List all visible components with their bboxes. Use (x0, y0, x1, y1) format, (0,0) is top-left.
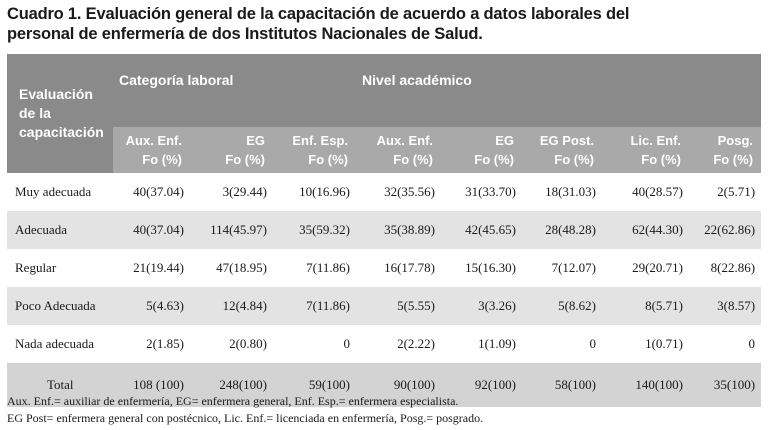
table-caption: Cuadro 1. Evaluación general de la capac… (7, 4, 767, 44)
table-cell: 7(11.86) (273, 249, 357, 287)
table-cell: 18(31.03) (522, 173, 603, 211)
column-header: Enf. Esp. Fo (%) (273, 127, 357, 173)
footnote-line-2: EG Post= enfermera general con postécnic… (7, 411, 484, 425)
table-footnotes: Aux. Enf.= auxiliar de enfermería, EG= e… (7, 393, 767, 427)
table-cell: 28(48.28) (522, 211, 603, 249)
header-group-level: Nivel académico (356, 54, 762, 127)
table-cell: 62(44.30) (602, 211, 690, 249)
table-cell: 2(0.80) (190, 325, 273, 363)
row-label: Muy adecuada (7, 173, 113, 211)
table-cell: 2(5.71) (689, 173, 762, 211)
column-header: EG Fo (%) (190, 127, 273, 173)
table-cell: 0 (689, 325, 762, 363)
caption-line-1: Cuadro 1. Evaluación general de la capac… (7, 5, 630, 23)
row-label: Poco Adecuada (7, 287, 113, 325)
table-cell: 5(4.63) (113, 287, 190, 325)
table-row: Poco Adecuada 5(4.63) 12(4.84) 7(11.86) … (7, 287, 762, 325)
table-cell: 10(16.96) (273, 173, 357, 211)
table-container: Evaluación de la capacitación Categoría … (7, 54, 762, 407)
table-cell: 16(17.78) (356, 249, 442, 287)
evaluation-table: Evaluación de la capacitación Categoría … (7, 54, 762, 407)
caption-line-2: personal de enfermería de dos Institutos… (7, 25, 483, 43)
total-cell: 140(100) (602, 363, 690, 407)
column-header: Posg. Fo (%) (689, 127, 762, 173)
table-cell: 15(16.30) (441, 249, 523, 287)
row-label: Regular (7, 249, 113, 287)
row-label: Nada adecuada (7, 325, 113, 363)
footnote-line-1: Aux. Enf.= auxiliar de enfermería, EG= e… (7, 394, 459, 408)
total-cell: 59(100) (273, 363, 357, 407)
table-cell: 2(2.22) (356, 325, 442, 363)
column-header: Lic. Enf. Fo (%) (602, 127, 690, 173)
column-header: Aux. Enf. Fo (%) (356, 127, 442, 173)
table-cell: 21(19.44) (113, 249, 190, 287)
total-cell: 58(100) (522, 363, 603, 407)
table-cell: 40(28.57) (602, 173, 690, 211)
row-label: Adecuada (7, 211, 113, 249)
total-cell: 35(100) (689, 363, 762, 407)
table-cell: 0 (273, 325, 357, 363)
table-cell: 1(1.09) (441, 325, 523, 363)
table-cell: 8(5.71) (602, 287, 690, 325)
table-row: Regular 21(19.44) 47(18.95) 7(11.86) 16(… (7, 249, 762, 287)
table-cell: 7(11.86) (273, 287, 357, 325)
total-cell: 92(100) (441, 363, 523, 407)
table-cell: 0 (522, 325, 603, 363)
header-evaluation: Evaluación de la capacitación (7, 54, 113, 173)
table-cell: 7(12.07) (522, 249, 603, 287)
table-cell: 3(8.57) (689, 287, 762, 325)
total-cell: 108 (100) (113, 363, 190, 407)
column-header: Aux. Enf. Fo (%) (113, 127, 190, 173)
column-header: EG Post. Fo (%) (522, 127, 603, 173)
total-row: Total 108 (100) 248(100) 59(100) 90(100)… (7, 363, 762, 407)
table-row: Muy adecuada 40(37.04) 3(29.44) 10(16.96… (7, 173, 762, 211)
header-group-category: Categoría laboral (113, 54, 357, 127)
table-row: Adecuada 40(37.04) 114(45.97) 35(59.32) … (7, 211, 762, 249)
table-cell: 3(29.44) (190, 173, 273, 211)
total-cell: 90(100) (356, 363, 442, 407)
table-cell: 8(22.86) (689, 249, 762, 287)
table-cell: 40(37.04) (113, 173, 190, 211)
table-cell: 35(59.32) (273, 211, 357, 249)
column-header: EG Fo (%) (441, 127, 523, 173)
total-cell: 248(100) (190, 363, 273, 407)
table-cell: 31(33.70) (441, 173, 523, 211)
table-cell: 1(0.71) (602, 325, 690, 363)
table-cell: 12(4.84) (190, 287, 273, 325)
header-row-columns: Aux. Enf. Fo (%) EG Fo (%) Enf. Esp. Fo (%)… (7, 127, 762, 173)
table-cell: 29(20.71) (602, 249, 690, 287)
table-cell: 42(45.65) (441, 211, 523, 249)
table-cell: 114(45.97) (190, 211, 273, 249)
table-cell: 2(1.85) (113, 325, 190, 363)
table-cell: 35(38.89) (356, 211, 442, 249)
header-row-groups: Evaluación de la capacitación Categoría … (7, 54, 762, 173)
table-row: Nada adecuada 2(1.85) 2(0.80) 0 2(2.22) … (7, 325, 762, 363)
table-cell: 32(35.56) (356, 173, 442, 211)
table-cell: 5(5.55) (356, 287, 442, 325)
total-label: Total (7, 363, 113, 407)
table-cell: 40(37.04) (113, 211, 190, 249)
table-cell: 22(62.86) (689, 211, 762, 249)
table-cell: 3(3.26) (441, 287, 523, 325)
table-cell: 47(18.95) (190, 249, 273, 287)
table-cell: 5(8.62) (522, 287, 603, 325)
